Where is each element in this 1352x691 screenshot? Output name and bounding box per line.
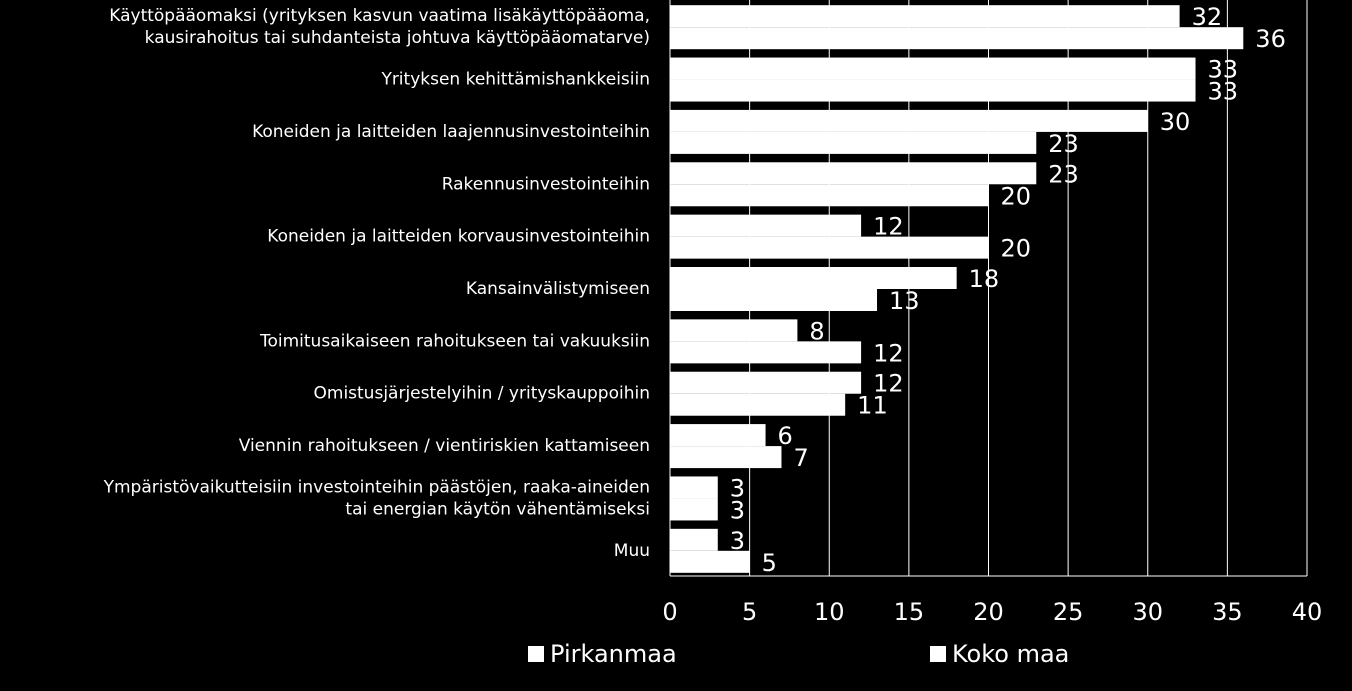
bar-koko-maa: [670, 289, 878, 311]
x-tick-label: 25: [1053, 598, 1084, 626]
bar-pirkanmaa: [670, 319, 798, 342]
data-label: 23: [1048, 160, 1079, 188]
x-tick-label: 5: [742, 598, 757, 626]
category-label: Omistusjärjestelyihin / yrityskauppoihin: [314, 384, 651, 404]
category-label: Muu: [614, 541, 650, 561]
bar-koko-maa: [670, 498, 718, 521]
data-label: 20: [1001, 182, 1032, 210]
category-label: Yrityksen kehittämishankkeisiin: [380, 70, 650, 90]
x-tick-label: 35: [1212, 598, 1243, 626]
bar-koko-maa: [670, 131, 1037, 154]
legend-item-pirkanmaa: Pirkanmaa: [528, 640, 677, 668]
data-label: 33: [1208, 78, 1239, 106]
data-label: 18: [969, 265, 1000, 293]
bar-pirkanmaa: [670, 424, 766, 447]
bar-pirkanmaa: [670, 57, 1196, 80]
data-label: 11: [857, 392, 888, 420]
data-label: 3: [730, 496, 745, 524]
data-label: 7: [793, 444, 808, 472]
category-label: Ympäristövaikutteisiin investointeihin p…: [103, 477, 650, 497]
bar-koko-maa: [670, 446, 782, 469]
category-label: Rakennusinvestointeihin: [442, 174, 650, 194]
x-tick-label: 0: [662, 598, 677, 626]
category-label: tai energian käytön vähentämiseksi: [345, 499, 650, 519]
bar-koko-maa: [670, 236, 989, 259]
bar-koko-maa: [670, 79, 1196, 102]
bar-koko-maa: [670, 27, 1244, 50]
category-label: Koneiden ja laitteiden korvausinvestoint…: [267, 227, 650, 247]
data-label: 5: [762, 549, 777, 577]
data-label: 33: [1208, 56, 1239, 84]
bar-pirkanmaa: [670, 5, 1180, 28]
data-label: 13: [889, 287, 920, 315]
bar-pirkanmaa: [670, 476, 718, 499]
data-label: 6: [778, 422, 793, 450]
x-tick-label: 15: [894, 598, 925, 626]
data-label: 3: [730, 527, 745, 555]
x-tick-label: 40: [1292, 598, 1323, 626]
category-label: Koneiden ja laitteiden laajennusinvestoi…: [252, 122, 650, 142]
bar-pirkanmaa: [670, 371, 862, 394]
data-label: 3: [730, 474, 745, 502]
data-label: 23: [1048, 130, 1079, 158]
bar-koko-maa: [670, 184, 989, 207]
data-label: 12: [873, 370, 904, 398]
legend-label-koko-maa: Koko maa: [952, 640, 1070, 668]
data-label: 12: [873, 339, 904, 367]
bar-koko-maa: [670, 550, 750, 573]
legend-swatch-pirkanmaa: [528, 646, 544, 662]
data-label: 8: [809, 317, 824, 345]
data-label: 12: [873, 213, 904, 241]
data-label: 20: [1001, 235, 1032, 263]
bar-pirkanmaa: [670, 267, 957, 289]
bar-pirkanmaa: [670, 214, 862, 237]
x-tick-label: 10: [814, 598, 845, 626]
bar-pirkanmaa: [670, 109, 1148, 132]
x-tick-label: 20: [973, 598, 1004, 626]
legend-item-koko-maa: Koko maa: [930, 640, 1069, 668]
legend: Pirkanmaa Koko maa: [0, 640, 1352, 680]
legend-swatch-koko-maa: [930, 646, 946, 662]
category-label: Käyttöpääomaksi (yrityksen kasvun vaatim…: [109, 6, 650, 26]
bar-pirkanmaa: [670, 528, 718, 551]
category-label: Kansainvälistymiseen: [466, 279, 650, 299]
category-label: kausirahoitus tai suhdanteista johtuva k…: [145, 28, 650, 48]
legend-label-pirkanmaa: Pirkanmaa: [550, 640, 677, 668]
data-label: 36: [1255, 25, 1286, 53]
data-label: 32: [1192, 3, 1223, 31]
category-label: Viennin rahoitukseen / vientiriskien kat…: [239, 436, 650, 456]
data-label: 30: [1160, 108, 1191, 136]
category-label: Toimitusaikaiseen rahoitukseen tai vakuu…: [259, 331, 650, 351]
bar-pirkanmaa: [670, 162, 1037, 185]
x-tick-label: 30: [1132, 598, 1163, 626]
bar-koko-maa: [670, 341, 862, 364]
bar-koko-maa: [670, 393, 846, 416]
